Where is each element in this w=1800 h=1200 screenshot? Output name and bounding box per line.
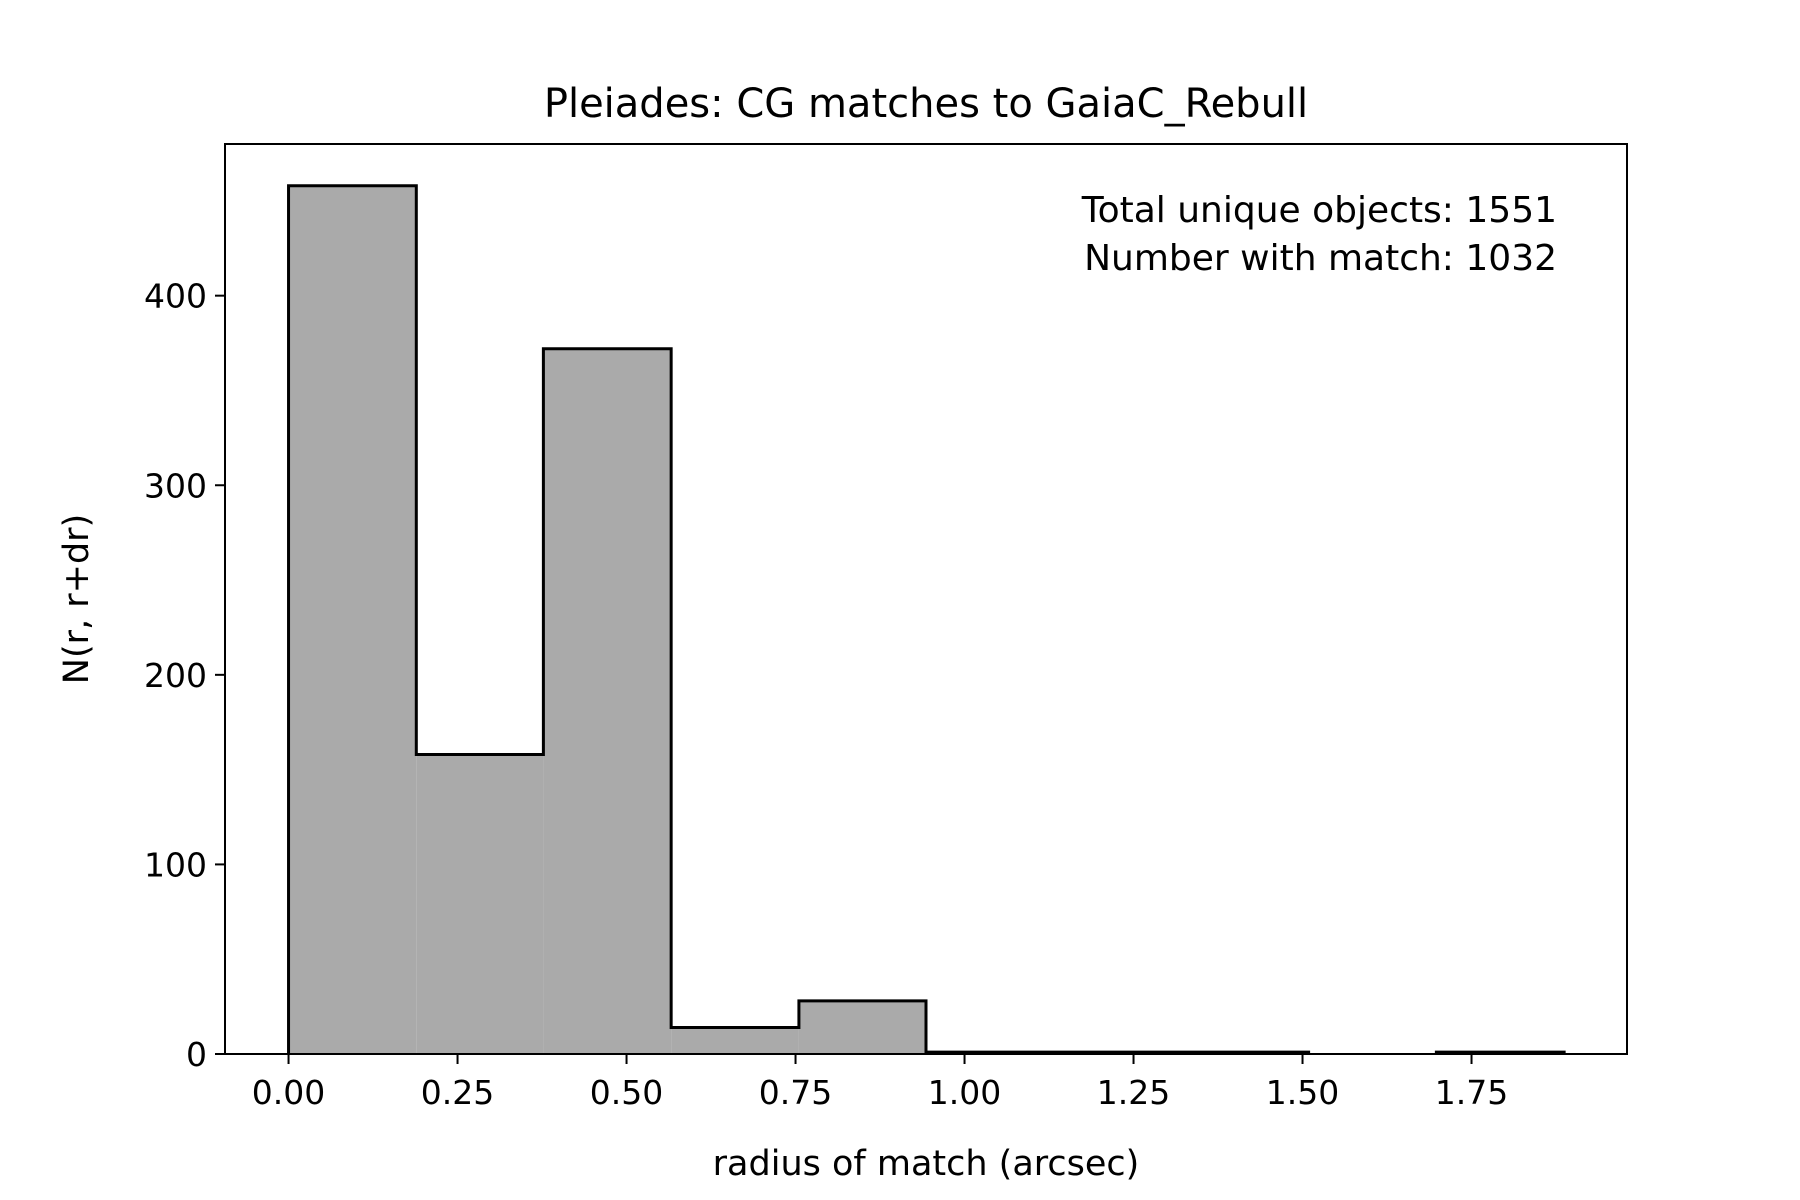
x-tick-label: 1.50 [1266, 1073, 1339, 1112]
x-tick-label: 0.25 [421, 1073, 494, 1112]
y-axis-ticks: 0 100 200 300 400 [144, 277, 225, 1074]
y-tick-label: 200 [144, 656, 207, 695]
y-tick-label: 300 [144, 466, 207, 505]
y-axis-label: N(r, r+dr) [57, 514, 97, 684]
histogram-bin [543, 348, 672, 1054]
histogram-bin [671, 1027, 799, 1054]
x-axis-ticks: 0.00 0.25 0.50 0.75 1.00 1.25 1.50 1.75 [252, 1054, 1508, 1112]
histogram-bin [798, 1000, 926, 1054]
x-tick-label: 0.75 [759, 1073, 832, 1112]
x-tick-label: 1.75 [1435, 1073, 1508, 1112]
x-tick-label: 0.50 [590, 1073, 663, 1112]
histogram-bars [287, 184, 1566, 1055]
chart-title: Pleiades: CG matches to GaiaC_Rebull [544, 81, 1308, 127]
x-tick-label: 0.00 [252, 1073, 325, 1112]
annotation-number-with-match: Number with match: 1032 [1084, 238, 1557, 279]
annotation-total-unique: Total unique objects: 1551 [1081, 190, 1557, 231]
histogram-bin [416, 754, 544, 1054]
plot-frame [224, 143, 1628, 1055]
x-axis-label: radius of match (arcsec) [713, 1144, 1140, 1184]
histogram-bin [288, 185, 417, 1055]
x-tick-label: 1.00 [928, 1073, 1001, 1112]
y-tick-label: 100 [144, 845, 207, 884]
x-tick-label: 1.25 [1097, 1073, 1170, 1112]
y-tick-label: 400 [144, 277, 207, 316]
y-tick-label: 0 [186, 1035, 207, 1074]
